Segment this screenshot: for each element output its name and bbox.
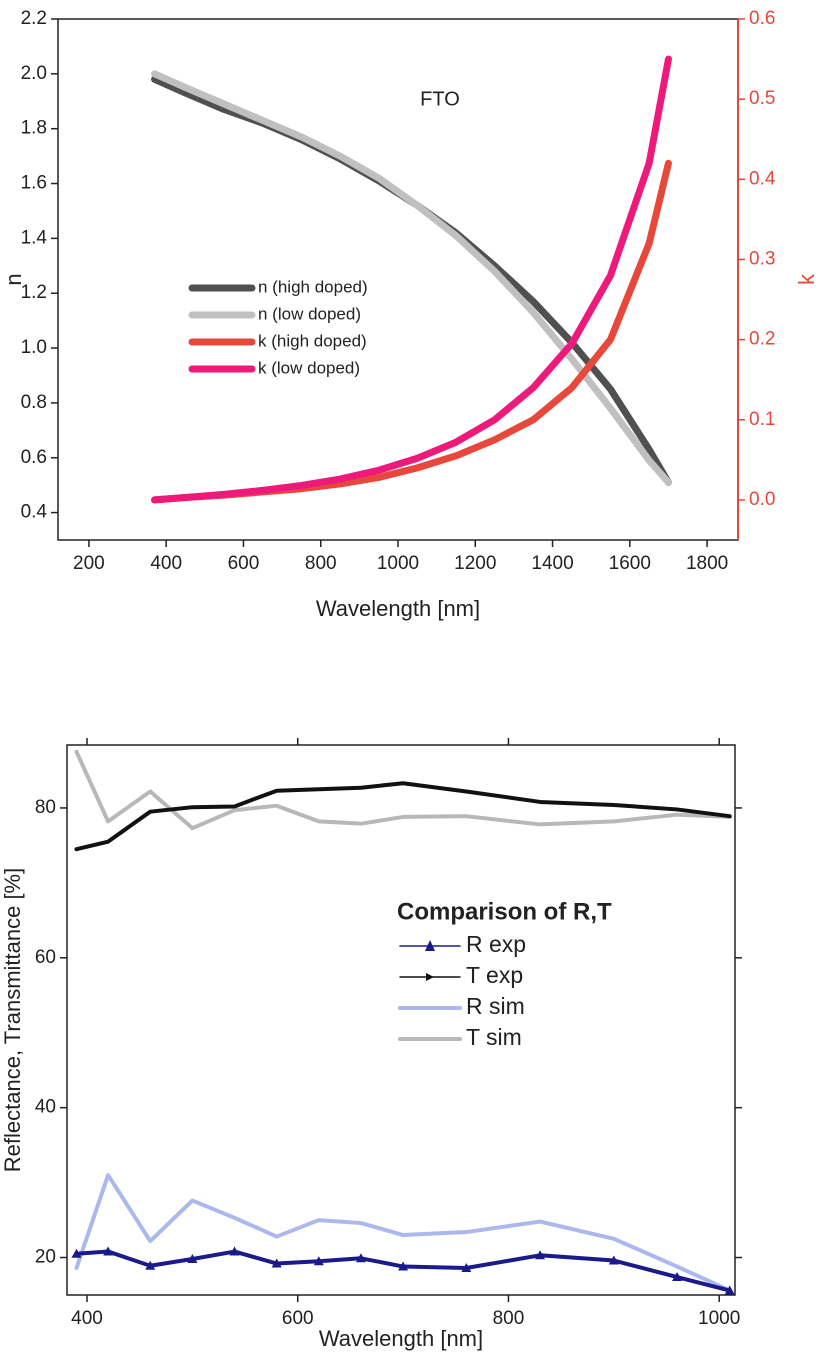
y-tick-label: 1.0	[21, 337, 47, 358]
y-tick-label: 20	[35, 1247, 56, 1268]
x-axis-label: Wavelength [nm]	[316, 596, 480, 621]
y-tick-label: 1.4	[21, 227, 48, 248]
legend-marker	[425, 940, 435, 951]
legend-label: k (high doped)	[258, 331, 367, 350]
y-axis-label: n	[1, 273, 26, 285]
marker	[398, 1261, 409, 1271]
y-tick-label: 40	[35, 1097, 56, 1118]
x-axis-label: Wavelength [nm]	[319, 1326, 483, 1351]
x-tick-label: 1000	[698, 1308, 740, 1329]
series-line	[151, 55, 672, 504]
y-tick-label: 1.6	[21, 173, 47, 194]
marker	[724, 1285, 735, 1295]
x-tick-label: 800	[493, 1308, 525, 1329]
marker	[71, 1248, 82, 1258]
y2-tick-label: 0.2	[749, 329, 775, 350]
legend-label: n (low doped)	[258, 304, 361, 323]
y-tick-label: 2.0	[21, 63, 47, 84]
y-tick-label: 80	[35, 797, 56, 818]
x-tick-label: 600	[282, 1308, 314, 1329]
marker	[187, 1254, 198, 1264]
x-tick-label: 400	[150, 553, 182, 574]
y2-tick-label: 0.4	[749, 168, 776, 189]
y-tick-label: 0.6	[21, 447, 47, 468]
x-tick-label: 600	[228, 553, 260, 574]
y-tick-label: 2.2	[21, 8, 47, 29]
marker	[229, 1246, 240, 1256]
legend-label: R exp	[466, 931, 526, 957]
marker	[355, 1253, 366, 1263]
marker	[461, 1263, 472, 1273]
marker	[103, 1246, 114, 1256]
y-axis-label: Reflectance, Transmittance [%]	[0, 868, 25, 1172]
series-line	[74, 1173, 732, 1293]
x-tick-label: 1600	[609, 553, 651, 574]
y2-tick-label: 0.3	[749, 248, 775, 269]
legend-marker	[426, 973, 434, 981]
y-tick-label: 1.2	[21, 282, 47, 303]
legend-label: R sim	[466, 993, 525, 1019]
marker	[313, 1256, 324, 1266]
series-line	[74, 1249, 732, 1293]
y2-tick-label: 0.1	[749, 409, 775, 430]
marker	[145, 1260, 156, 1270]
legend-label: n (high doped)	[258, 277, 368, 296]
plot-frame	[66, 744, 736, 1296]
legend-label: T exp	[466, 962, 523, 988]
series-line	[74, 781, 732, 852]
annotation: FTO	[420, 88, 460, 110]
y2-tick-label: 0.6	[749, 8, 775, 29]
marker	[672, 1272, 683, 1282]
x-tick-label: 1800	[686, 553, 728, 574]
series-line	[151, 159, 672, 504]
x-tick-label: 1200	[454, 553, 496, 574]
x-tick-label: 200	[73, 553, 105, 574]
x-tick-label: 800	[305, 553, 337, 574]
y-tick-label: 1.8	[21, 118, 47, 139]
x-tick-label: 400	[71, 1308, 103, 1329]
legend-title: Comparison of R,T	[397, 898, 612, 925]
x-tick-label: 1400	[531, 553, 573, 574]
y-tick-label: 60	[35, 947, 56, 968]
series-line	[151, 70, 672, 486]
x-tick-label: 1000	[377, 553, 419, 574]
legend-label: k (low doped)	[258, 358, 360, 377]
y2-axis-label: k	[794, 273, 819, 285]
series-line	[151, 75, 672, 486]
y2-tick-label: 0.0	[749, 489, 775, 510]
marker	[608, 1255, 619, 1265]
y-tick-label: 0.8	[21, 392, 47, 413]
legend-label: T sim	[466, 1024, 522, 1050]
series-line	[74, 749, 732, 831]
marker	[535, 1250, 546, 1260]
y-tick-label: 0.4	[21, 502, 48, 523]
marker	[271, 1258, 282, 1268]
y2-tick-label: 0.5	[749, 88, 775, 109]
